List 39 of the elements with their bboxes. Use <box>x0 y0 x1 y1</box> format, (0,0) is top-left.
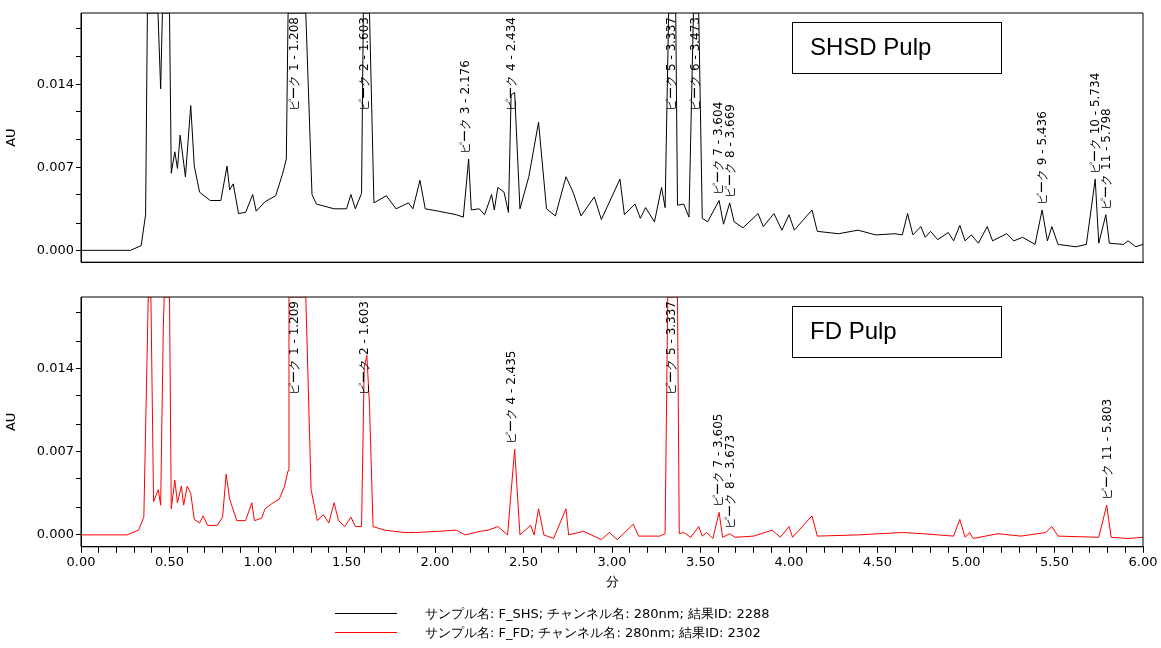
annotation: ピーク 4 - 2.434 <box>503 17 518 111</box>
annotation: ピーク 1 - 1.208 <box>286 17 301 111</box>
x-tick-label: 3.00 <box>597 553 627 569</box>
annotation: ピーク 5 - 3.337 <box>663 17 678 111</box>
x-tick-label: 2.00 <box>420 553 450 569</box>
y-tick-label: 0.000 <box>36 526 74 542</box>
y-tick-label: 0.007 <box>36 443 74 459</box>
y-tick-label: 0.007 <box>36 158 74 174</box>
annotation: ピーク 4 - 2.435 <box>504 350 519 445</box>
x-tick-label: 5.00 <box>951 553 981 569</box>
annotation: ピーク 11 - 5.803 <box>1100 398 1115 501</box>
annotation: SHSD Pulp <box>810 33 932 61</box>
x-tick-label: 6.00 <box>1128 553 1158 569</box>
x-tick-label: 0.00 <box>66 553 96 569</box>
x-tick-label: 0.50 <box>155 553 184 569</box>
x-tick-label: 1.00 <box>243 553 273 569</box>
x-tick-label: 2.50 <box>509 553 538 569</box>
x-tick-label: 1.50 <box>332 553 361 569</box>
y-tick-label: 0.014 <box>36 359 74 375</box>
x-tick-label: 5.50 <box>1040 553 1069 569</box>
y-axis-title: AU <box>3 128 19 147</box>
x-tick-label: 4.00 <box>774 553 804 569</box>
y-tick-label: 0.014 <box>36 75 74 91</box>
y-axis-title: AU <box>3 412 19 432</box>
annotation: ピーク 9 - 5.436 <box>1035 111 1050 205</box>
annotation: ピーク 2 - 1.603 <box>356 301 371 395</box>
x-axis-title: 分 <box>605 573 619 589</box>
annotation: FD Pulp <box>810 317 897 345</box>
x-tick-label: 3.50 <box>686 553 715 569</box>
legend-label: サンプル名: F_SHS; チャンネル名: 280nm; 結果ID: 2288 <box>425 604 770 623</box>
x-tick-label: 4.50 <box>863 553 892 569</box>
legend-label: サンプル名: F_FD; チャンネル名: 280nm; 結果ID: 2302 <box>425 623 761 642</box>
annotation: ピーク 5 - 3.337 <box>663 301 678 395</box>
y-tick-label: 0.000 <box>36 241 74 257</box>
annotation: ピーク 6 - 3.473 <box>687 17 702 111</box>
annotation: ピーク 8 - 3.673 <box>723 434 738 529</box>
annotation: ピーク 3 - 2.176 <box>458 60 473 154</box>
annotation: ピーク 7 - 3.605 <box>711 413 726 508</box>
annotation: ピーク 1 - 1.209 <box>287 301 302 395</box>
